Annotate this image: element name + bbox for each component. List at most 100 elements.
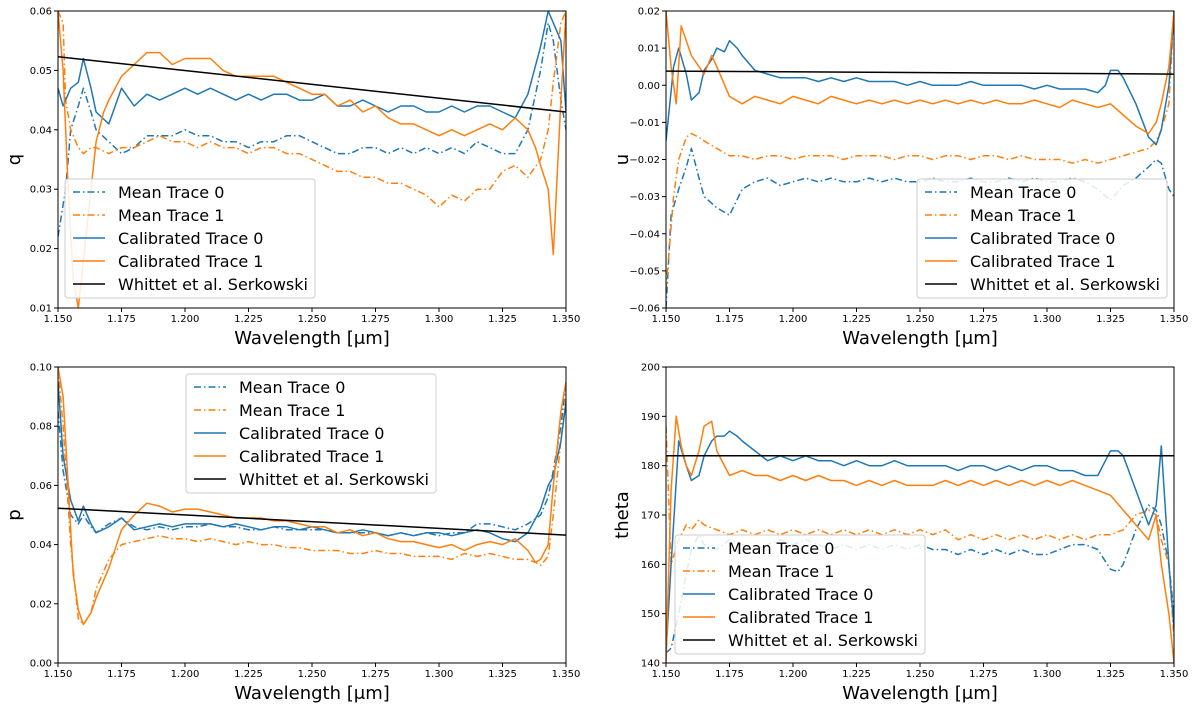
- legend: Mean Trace 0 Mean Trace 1 Calibrated Trace…: [674, 534, 926, 655]
- y-axis-title: u: [612, 154, 633, 165]
- legend-label: Whittet et al. Serkowski: [239, 470, 429, 489]
- legend-box: [185, 373, 437, 494]
- x-tick-label: 1.300: [425, 314, 454, 325]
- series-line-1: [58, 11, 566, 208]
- x-tick-label: 1.250: [298, 314, 327, 325]
- x-tick-label: 1.200: [779, 669, 808, 680]
- legend-label: Mean Trace 1: [118, 206, 224, 225]
- legend: Mean Trace 0 Mean Trace 1 Calibrated Trace…: [64, 178, 316, 299]
- x-tick-label: 1.225: [842, 314, 871, 325]
- legend-label: Calibrated Trace 1: [970, 252, 1115, 271]
- x-tick-label: 1.250: [298, 669, 327, 680]
- legend-label: Mean Trace 1: [728, 562, 834, 581]
- legend-label: Mean Trace 0: [728, 539, 834, 558]
- y-tick-label: 0.03: [30, 185, 52, 196]
- x-tick-label: 1.200: [171, 669, 200, 680]
- x-tick-label: 1.350: [552, 314, 581, 325]
- x-tick-label: 1.275: [969, 669, 998, 680]
- x-tick-label: 1.350: [1160, 314, 1189, 325]
- x-tick-label: 1.350: [552, 669, 581, 680]
- x-tick-label: 1.275: [361, 669, 390, 680]
- y-axis-title: q: [4, 154, 25, 165]
- x-tick-label: 1.200: [171, 314, 200, 325]
- x-tick-label: 1.225: [234, 669, 263, 680]
- y-tick-label: 190: [641, 412, 660, 423]
- legend-label: Mean Trace 0: [239, 378, 345, 397]
- legend-label: Mean Trace 1: [239, 401, 345, 420]
- x-tick-label: 1.275: [969, 314, 998, 325]
- x-tick-label: 1.325: [1096, 314, 1125, 325]
- legend-label: Whittet et al. Serkowski: [970, 275, 1160, 294]
- y-tick-label: −0.04: [629, 229, 660, 240]
- y-tick-label: 0.04: [30, 125, 52, 136]
- y-axis-title: p: [4, 509, 25, 520]
- y-tick-label: 160: [641, 560, 660, 571]
- y-tick-label: −0.05: [629, 266, 660, 277]
- legend-box: [674, 534, 926, 655]
- x-tick-label: 1.300: [425, 669, 454, 680]
- x-axis-title: Wavelength [μm]: [842, 683, 998, 704]
- series-line-3: [58, 11, 566, 308]
- legend-label: Calibrated Trace 1: [239, 447, 384, 466]
- x-tick-label: 1.225: [842, 669, 871, 680]
- legend-label: Whittet et al. Serkowski: [118, 275, 308, 294]
- y-tick-label: 150: [641, 609, 660, 620]
- y-tick-label: 0.00: [638, 81, 660, 92]
- y-tick-label: 0.02: [638, 7, 660, 18]
- series-line-0: [58, 381, 566, 537]
- x-tick-label: 1.225: [234, 314, 263, 325]
- y-tick-label: 200: [641, 363, 660, 374]
- series-line-4: [666, 70, 1174, 75]
- y-tick-label: −0.03: [629, 192, 660, 203]
- x-tick-label: 1.350: [1160, 669, 1189, 680]
- legend-label: Mean Trace 0: [118, 183, 224, 202]
- x-tick-label: 1.275: [361, 314, 390, 325]
- x-tick-label: 1.250: [906, 314, 935, 325]
- y-tick-label: 0.06: [30, 481, 52, 492]
- legend-box: [916, 178, 1168, 299]
- y-tick-label: 0.02: [30, 599, 52, 610]
- y-tick-label: −0.06: [629, 304, 660, 315]
- chart-panel-0: 1.150 1.175 1.200 1.225 1.250 1.275 1.300 1.325…: [4, 7, 580, 350]
- x-tick-label: 1.325: [488, 669, 517, 680]
- x-tick-label: 1.150: [44, 314, 73, 325]
- series-line-2: [666, 11, 1174, 146]
- legend-label: Calibrated Trace 0: [239, 424, 384, 443]
- x-tick-label: 1.175: [715, 314, 744, 325]
- series-line-4: [58, 507, 566, 536]
- legend-label: Mean Trace 1: [970, 206, 1076, 225]
- legend-label: Mean Trace 0: [970, 183, 1076, 202]
- x-tick-label: 1.200: [779, 314, 808, 325]
- x-tick-label: 1.300: [1033, 669, 1062, 680]
- y-tick-label: 0.08: [30, 422, 52, 433]
- x-axis-title: Wavelength [μm]: [234, 328, 390, 349]
- y-tick-label: 140: [641, 659, 660, 670]
- legend: Mean Trace 0 Mean Trace 1 Calibrated Trace…: [185, 373, 437, 494]
- y-tick-label: 0.01: [638, 44, 660, 55]
- series-line-4: [58, 55, 566, 113]
- series-line-3: [666, 11, 1174, 135]
- x-tick-label: 1.175: [107, 669, 136, 680]
- series-line-3: [58, 367, 566, 626]
- x-tick-label: 1.300: [1033, 314, 1062, 325]
- legend-box: [64, 178, 316, 299]
- legend-label: Calibrated Trace 1: [118, 252, 263, 271]
- chart-panel-1: 1.150 1.175 1.200 1.225 1.250 1.275 1.300 1.325…: [612, 7, 1188, 350]
- x-tick-label: 1.175: [107, 314, 136, 325]
- legend-label: Calibrated Trace 0: [118, 229, 263, 248]
- chart-panel-2: 1.150 1.175 1.200 1.225 1.250 1.275 1.300 1.325…: [4, 363, 580, 705]
- y-tick-label: 0.04: [30, 540, 52, 551]
- x-tick-label: 1.325: [488, 314, 517, 325]
- y-tick-label: −0.01: [629, 118, 660, 129]
- y-tick-label: 0.05: [30, 66, 52, 77]
- y-axis-title: theta: [612, 491, 633, 539]
- series-group: [58, 367, 566, 626]
- chart-panel-3: 1.150 1.175 1.200 1.225 1.250 1.275 1.300 1.325…: [612, 363, 1188, 705]
- legend-label: Calibrated Trace 0: [970, 229, 1115, 248]
- series-line-2: [666, 430, 1174, 654]
- y-tick-label: 0.10: [30, 363, 52, 374]
- series-line-1: [58, 367, 566, 626]
- x-axis-title: Wavelength [μm]: [842, 328, 998, 349]
- legend-label: Calibrated Trace 0: [728, 585, 873, 604]
